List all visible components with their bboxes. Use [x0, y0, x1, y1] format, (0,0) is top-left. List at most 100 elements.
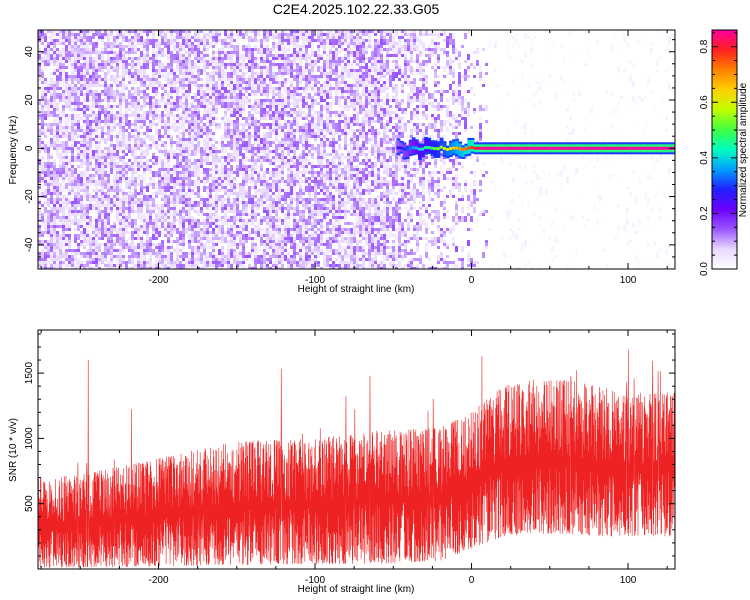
spectrogram-cell: [200, 165, 203, 168]
spectrogram-cell: [56, 249, 59, 252]
spectrogram-cell: [218, 159, 221, 162]
spectrogram-cell: [47, 234, 50, 237]
spectrogram-cell: [218, 189, 221, 192]
spectrogram-cell: [137, 57, 140, 60]
spectrogram-cell: [281, 222, 284, 225]
spectrogram-cell: [215, 117, 218, 120]
spectrogram-cell: [128, 168, 131, 171]
spectrogram-cell: [236, 264, 239, 269]
spectrogram-cell: [134, 192, 137, 195]
spectrogram-cell: [188, 198, 191, 201]
spectrogram-cell: [173, 48, 176, 51]
spectrogram-cell: [113, 195, 116, 198]
spectrogram-cell: [269, 132, 272, 138]
spectrogram-cell: [200, 153, 203, 156]
spectrogram-cell: [287, 135, 290, 138]
spectrogram-cell: [278, 240, 281, 243]
spectrogram-cell: [56, 30, 59, 33]
spectrogram-cell: [167, 138, 170, 141]
spectrogram-cell: [125, 153, 128, 156]
spectrogram-cell: [164, 189, 167, 192]
spectrogram-cell: [242, 234, 245, 240]
spectrogram-cell: [134, 81, 137, 84]
spectrogram-cell: [41, 168, 44, 171]
spectrogram-cell: [233, 102, 236, 105]
spectrogram-cell: [215, 234, 218, 240]
spectrogram-cell: [206, 42, 209, 45]
spectrogram-cell: [290, 249, 293, 252]
spectrogram-cell: [206, 108, 209, 111]
spectrogram-cell: [71, 51, 74, 54]
spectrogram-cell: [233, 240, 236, 246]
spectrogram-cell: [197, 231, 200, 234]
spectrogram-cell: [140, 45, 143, 48]
spectrogram-cell: [236, 267, 239, 269]
spectrogram-cell: [167, 84, 170, 87]
spectrogram-cell: [77, 225, 80, 231]
spectrogram-cell: [86, 267, 89, 269]
spectrogram-cell: [164, 108, 167, 111]
spectrogram-cell: [197, 168, 200, 171]
spectrogram-cell: [230, 228, 233, 231]
spectrogram-cell: [203, 144, 206, 147]
spectrogram-cell: [272, 174, 275, 177]
spectrogram-cell: [182, 126, 185, 132]
spectrogram-cell: [281, 111, 284, 114]
spectrogram-cell: [206, 174, 209, 177]
spectrogram-cell: [71, 132, 74, 138]
spectrogram-cell: [62, 168, 65, 171]
spectrogram-cell: [293, 216, 296, 219]
spectrogram-cell: [272, 264, 275, 267]
spectrogram-cell: [128, 108, 131, 111]
spectrogram-cell: [257, 66, 260, 69]
spectrogram-cell: [254, 195, 257, 198]
spectrogram-cell: [200, 162, 203, 165]
spectrogram-cell: [254, 126, 257, 132]
spectrogram-cell: [131, 105, 134, 108]
spectrogram-cell: [272, 177, 275, 180]
spectrogram-cell: [200, 51, 203, 54]
spectrogram-cell: [272, 93, 275, 96]
spectrogram-cell: [191, 81, 194, 84]
spectrogram-cell: [248, 186, 251, 192]
spectrogram-cell: [296, 96, 299, 99]
spectrogram-cell: [47, 216, 50, 219]
spectrogram-cell: [50, 42, 53, 45]
spectrogram-cell: [227, 123, 230, 126]
spectrogram-cell: [71, 147, 74, 153]
spectrogram-cell: [197, 261, 200, 264]
spectrogram-cell: [146, 159, 149, 165]
spectrogram-cell: [68, 219, 71, 222]
spectrogram-cell: [74, 252, 77, 255]
spectrogram-cell: [287, 186, 290, 192]
spectrogram-cell: [119, 105, 122, 111]
spectrogram-cell: [188, 258, 191, 261]
spectrogram-cell: [278, 84, 281, 87]
spectrogram-cell: [218, 78, 221, 81]
spectrogram-cell: [107, 246, 110, 249]
spectrogram-cell: [188, 252, 191, 255]
spectrogram-cell: [182, 102, 185, 105]
spectrogram-cell: [215, 141, 218, 144]
spectrogram-cell: [152, 210, 155, 213]
spectrogram-cell: [224, 144, 227, 147]
spectrogram-cell: [95, 33, 98, 36]
spectrogram-cell: [254, 162, 257, 165]
spectrogram-cell: [110, 144, 113, 147]
spectrogram-cell: [134, 165, 137, 171]
spectrogram-cell: [245, 210, 248, 213]
spectrogram-cell: [248, 174, 251, 177]
spectrogram-cell: [158, 177, 161, 180]
spectrogram-cell: [191, 123, 194, 126]
spectrogram-cell: [131, 204, 134, 207]
spectrogram-cell: [272, 66, 275, 72]
spectrogram-cell: [260, 99, 263, 102]
spectrogram-cell: [185, 111, 188, 114]
spectrogram-cell: [125, 264, 128, 269]
spectrogram-cell: [119, 159, 122, 162]
spectrogram-cell: [260, 60, 263, 63]
spectrogram-cell: [236, 36, 239, 39]
spectrogram-cell: [179, 213, 182, 216]
spectrogram-cell: [284, 132, 287, 135]
spectrogram-cell: [53, 165, 56, 168]
